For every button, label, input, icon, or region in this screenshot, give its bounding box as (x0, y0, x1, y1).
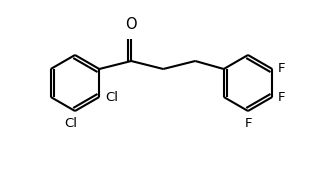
Text: Cl: Cl (105, 90, 118, 103)
Text: Cl: Cl (64, 117, 77, 130)
Text: O: O (125, 17, 137, 32)
Text: F: F (278, 90, 286, 103)
Text: F: F (278, 62, 286, 75)
Text: F: F (244, 117, 252, 130)
